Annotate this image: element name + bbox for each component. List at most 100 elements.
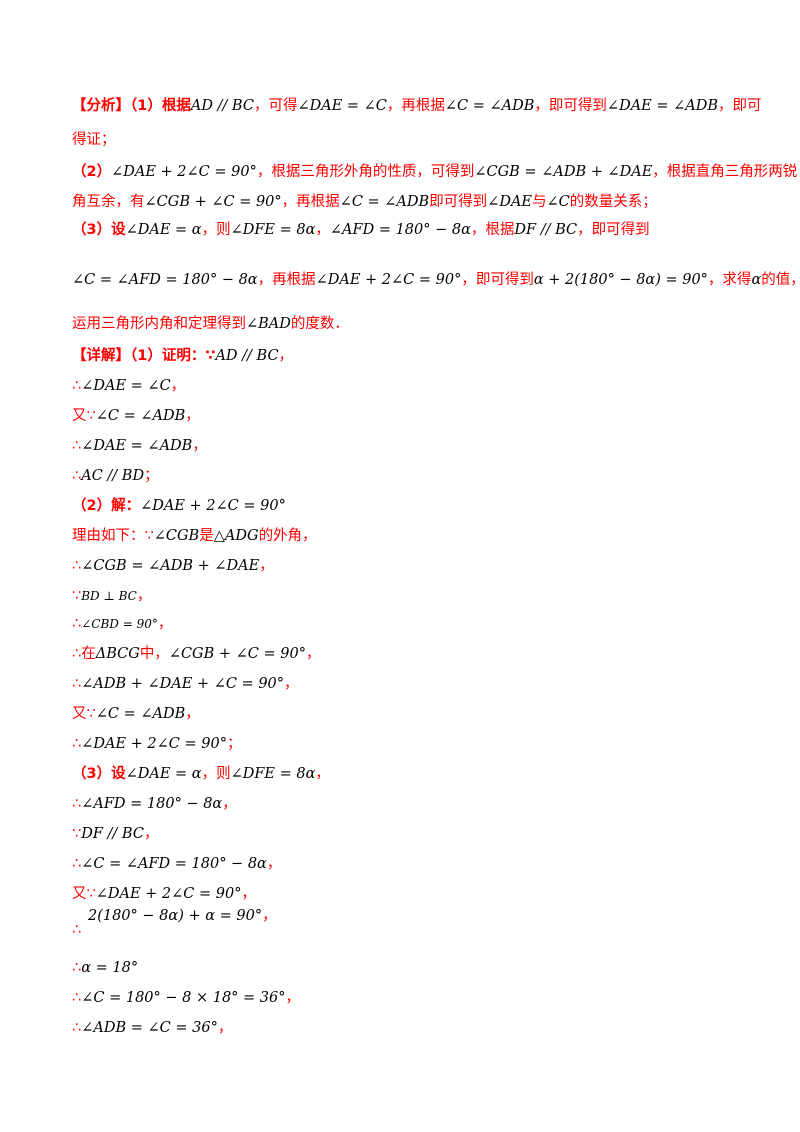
text: ，再根据 <box>281 194 340 210</box>
math: ∠CGB + ∠C = 90° <box>168 646 306 662</box>
text: ，再根据 <box>386 98 445 114</box>
analysis-line-5: （3）设∠DAE = α，则∠DFE = 8α，∠AFD = 180° − 8α… <box>72 220 650 240</box>
analysis-line-3: （2）∠DAE + 2∠C = 90°，根据三角形外角的性质，可得到∠CGB =… <box>72 162 797 182</box>
text: ，即可得到 <box>461 272 534 288</box>
math: ∠DAE = ∠ADB <box>606 98 719 114</box>
text: ，则 <box>201 222 231 238</box>
text: ， <box>222 796 237 812</box>
math: ∠ADB = ∠C = 36° <box>81 1020 218 1036</box>
math: ∠C = ∠ADB <box>95 706 186 722</box>
text: ，求得 <box>707 272 752 288</box>
text: 角互余，有 <box>72 194 145 210</box>
math: ∠DAE = ∠ADB <box>81 438 193 454</box>
detail-line-16: ∴∠AFD = 180° − 8α， <box>72 794 237 814</box>
text: ； <box>144 468 159 484</box>
math: ∠C = ∠AFD = 180° − 8α <box>72 272 258 288</box>
text: 的外角， <box>258 528 317 544</box>
math: ∠BAD <box>246 316 291 332</box>
therefore-symbol: ∴ <box>72 558 82 574</box>
text: ； <box>226 736 242 752</box>
therefore-symbol: ∴ <box>72 468 82 484</box>
text: ，可得 <box>253 98 298 114</box>
detail-line-8: ∴∠CGB = ∠ADB + ∠DAE， <box>72 556 274 576</box>
detail-line-10: ∴∠CBD = 90°， <box>72 614 172 634</box>
because-symbol: 又∵ <box>72 886 96 902</box>
detail-line-4: ∴∠DAE = ∠ADB， <box>72 436 207 456</box>
math: AD // BC <box>215 348 279 364</box>
text: 的值，即可 <box>761 272 800 288</box>
text: 与 <box>532 194 547 210</box>
because-symbol: 又∵ <box>72 706 96 722</box>
text: ， <box>266 856 282 872</box>
math: ∠CBD = 90° <box>81 617 158 631</box>
because-symbol: ∵ <box>72 826 82 842</box>
therefore-symbol: ∴ <box>72 796 82 812</box>
analysis-line-2: 得证； <box>72 132 116 148</box>
detail-line-6: （2）解：∠DAE + 2∠C = 90° <box>72 496 286 516</box>
math: ∠AFD = 180° − 8α <box>81 796 223 812</box>
math: DF // BC <box>514 222 578 238</box>
text: ， <box>185 706 200 722</box>
text: ，再根据 <box>257 272 316 288</box>
detail-line-22: ∴∠C = 180° − 8 × 18° = 36°， <box>72 988 300 1008</box>
analysis-line-6: ∠C = ∠AFD = 180° − 8α，再根据∠DAE + 2∠C = 90… <box>72 270 800 290</box>
math: α + 2(180° − 8α) = 90° <box>533 272 708 288</box>
text: 即可得到 <box>429 194 488 210</box>
text: （3）设 <box>72 222 126 238</box>
text: （2） <box>72 164 112 180</box>
text: ， <box>259 558 274 574</box>
math: ∠DAE = ∠C <box>297 98 387 114</box>
text: ， <box>285 990 301 1006</box>
text: ， <box>315 222 330 238</box>
analysis-heading: 【分析】（1）根据 <box>72 98 191 114</box>
text: ，即可得到 <box>577 222 650 238</box>
math: ∠DAE = α <box>125 766 202 782</box>
math: ∠C = ∠ADB <box>444 98 535 114</box>
math: ΔBCG <box>95 646 140 662</box>
text: ，根据直角三角形两锐 <box>652 164 798 180</box>
therefore-symbol: ∴ <box>72 960 82 976</box>
detail-line-3: 又∵∠C = ∠ADB， <box>72 406 200 426</box>
math: ∠DAE <box>487 194 533 210</box>
because-symbol: ∵ <box>72 588 82 604</box>
text: ， <box>143 826 159 842</box>
therefore-symbol: ∴ <box>72 378 82 394</box>
math: ∠DAE + 2∠C = 90° <box>95 886 242 902</box>
math: AC // BD <box>81 468 145 484</box>
detail-line-1: 【详解】（1）证明：∵AD // BC， <box>72 346 293 366</box>
therefore-symbol: ∴ <box>72 856 82 872</box>
math: ∠AFD = 180° − 8α <box>329 222 471 238</box>
therefore-symbol: ∴ <box>72 736 82 752</box>
math: △ADG <box>213 528 259 544</box>
detail-heading: 【详解】（1）证明：∵ <box>72 348 216 364</box>
detail-line-11: ∴在ΔBCG中，∠CGB + ∠C = 90°， <box>72 644 320 664</box>
text: 理由如下：∵ <box>72 528 154 544</box>
text: （3）设 <box>72 766 126 782</box>
detail-line-13: 又∵∠C = ∠ADB， <box>72 704 200 724</box>
detail-line-21: ∴α = 18° <box>72 958 138 978</box>
math: α <box>751 272 762 288</box>
detail-line-7: 理由如下：∵∠CGB是△ADG的外角， <box>72 526 317 546</box>
math: AD // BC <box>190 98 254 114</box>
text: ，即可 <box>718 98 762 114</box>
text: ， <box>278 348 294 364</box>
therefore-symbol: ∴ <box>72 616 82 632</box>
because-symbol: 又∵ <box>72 408 96 424</box>
math: DF // BC <box>81 826 144 842</box>
detail-line-17: ∵DF // BC， <box>72 824 158 844</box>
text: 的度数． <box>290 316 349 332</box>
math: ∠CGB = ∠ADB + ∠DAE <box>81 558 260 574</box>
math: ∠DAE + 2∠C = 90° <box>81 736 227 752</box>
math: ∠ADB + ∠DAE + ∠C = 90° <box>81 676 285 692</box>
math: ∠DAE + 2∠C = 90° <box>140 498 286 514</box>
therefore-symbol: ∴ <box>72 676 82 692</box>
text: ， <box>157 616 173 632</box>
math: α = 18° <box>81 960 139 976</box>
detail-line-20-symbol: ∴ <box>72 922 82 938</box>
math: ∠DAE + 2∠C = 90° <box>315 272 462 288</box>
math: 2(180° − 8α) + α = 90° <box>88 908 263 924</box>
detail-line-2: ∴∠DAE = ∠C， <box>72 376 185 396</box>
math: ∠C = ∠AFD = 180° − 8α <box>81 856 267 872</box>
analysis-line-1: 【分析】（1）根据AD // BC，可得∠DAE = ∠C，再根据∠C = ∠A… <box>72 96 762 116</box>
